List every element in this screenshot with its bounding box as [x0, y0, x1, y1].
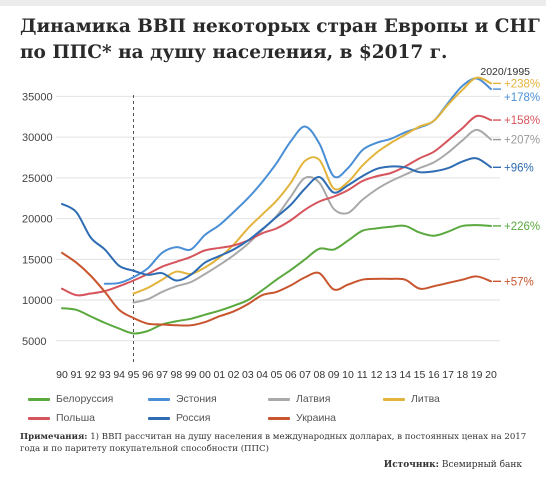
legend-item: Белоруссия	[28, 393, 113, 405]
source-line: Источник: Всемирный банк	[384, 460, 522, 470]
end-label-3: +238%	[504, 78, 540, 90]
legend-swatch	[268, 397, 290, 401]
legend-label: Украина	[296, 412, 336, 424]
legend-swatch	[383, 397, 405, 401]
series-line-2	[132, 128, 492, 304]
series-line-5	[61, 157, 492, 282]
footnote: Примечания: 1) ВВП рассчитан на душу нас…	[20, 431, 535, 455]
y-axis: 5000 10000 15000 20000 25000 30000 35000	[22, 91, 53, 347]
y-tick-label-25000: 25000	[22, 173, 53, 185]
legend-item: Польша	[28, 412, 95, 424]
x-tick-label-08: 08	[314, 369, 326, 381]
x-tick-label-14: 14	[399, 369, 411, 381]
legend-swatch	[28, 397, 50, 401]
series-lines	[61, 76, 492, 335]
x-tick-label-95: 95	[128, 369, 140, 381]
title-line-2: по ППС* на душу населения, в $2017 г.	[20, 42, 448, 63]
y-gridlines	[56, 95, 500, 342]
end-label-1: +178%	[504, 92, 540, 104]
x-tick-label-18: 18	[457, 369, 469, 381]
series-line-1	[103, 77, 492, 285]
x-tick-label-01: 01	[213, 369, 225, 381]
x-tick-label-06: 06	[285, 369, 297, 381]
x-tick-label-17: 17	[442, 369, 454, 381]
x-tick-label-13: 13	[385, 369, 397, 381]
legend-swatch	[268, 416, 290, 420]
end-label-2: +207%	[504, 135, 540, 147]
x-tick-label-99: 99	[185, 369, 197, 381]
x-tick-label-02: 02	[228, 369, 240, 381]
x-tick-label-98: 98	[171, 369, 183, 381]
legend-label: Польша	[56, 412, 96, 424]
footnote-text: 1) ВВП рассчитан на душу населения в меж…	[20, 432, 527, 454]
legend-label: Литва	[411, 393, 440, 405]
legend-swatch	[148, 397, 170, 401]
series-line-4	[61, 114, 492, 297]
y-tick-label-35000: 35000	[22, 91, 53, 103]
x-tick-label-16: 16	[428, 369, 440, 381]
x-tick-label-91: 91	[70, 369, 82, 381]
source-label: Источник:	[383, 460, 439, 470]
x-tick-label-19: 19	[471, 369, 483, 381]
x-tick-label-11: 11	[357, 369, 368, 381]
x-tick-label-20: 20	[485, 369, 497, 381]
page-title: Динамика ВВП некоторых стран Европы и СН…	[20, 14, 540, 66]
x-tick-label-00: 00	[199, 369, 211, 381]
series-line-0	[61, 224, 492, 335]
legend-label: Россия	[176, 412, 211, 424]
x-tick-label-93: 93	[99, 369, 111, 381]
x-tick-label-15: 15	[414, 369, 426, 381]
legend-item: Россия	[148, 412, 210, 424]
x-tick-label-04: 04	[256, 369, 268, 381]
period-label: 2020/1995	[480, 66, 530, 78]
legend-label: Эстония	[176, 393, 217, 405]
series-end-labels: +238% +178% +158% +207% +96% +226% +57%	[493, 78, 540, 288]
x-tick-label-90: 90	[56, 369, 68, 381]
series-line-3	[132, 76, 492, 295]
legend-item: Украина	[268, 412, 336, 424]
x-tick-label-94: 94	[113, 369, 125, 381]
x-tick-label-92: 92	[85, 369, 97, 381]
legend-item: Эстония	[148, 393, 217, 405]
y-tick-label-10000: 10000	[22, 295, 53, 307]
legend-swatch	[148, 416, 170, 420]
legend-swatch	[28, 416, 50, 420]
y-tick-label-20000: 20000	[22, 214, 53, 226]
x-tick-label-10: 10	[342, 369, 354, 381]
footnote-label: Примечания:	[20, 432, 88, 442]
legend-item: Литва	[383, 393, 440, 405]
top-divider	[0, 0, 546, 6]
end-label-4: +158%	[504, 115, 540, 127]
x-tick-label-09: 09	[328, 369, 340, 381]
x-tick-label-96: 96	[142, 369, 154, 381]
legend-item: Латвия	[268, 393, 330, 405]
x-axis: 90 91 92 93 94 95 96 97 98 99 00 01 02 03 04 05 06 07 08 09…	[56, 95, 497, 381]
y-tick-label-15000: 15000	[22, 254, 53, 266]
x-tick-label-12: 12	[371, 369, 383, 381]
x-tick-label-07: 07	[299, 369, 311, 381]
legend-label: Белоруссия	[56, 393, 114, 405]
x-tick-label-03: 03	[242, 369, 254, 381]
title-line-1: Динамика ВВП некоторых стран Европы и СН…	[20, 16, 540, 37]
x-tick-label-97: 97	[156, 369, 168, 381]
y-tick-label-30000: 30000	[22, 132, 53, 144]
series-line-6	[61, 251, 492, 327]
legend-label: Латвия	[296, 393, 331, 405]
y-tick-label-5000: 5000	[22, 336, 46, 348]
end-label-0: +226%	[504, 221, 540, 233]
end-label-5: +96%	[504, 162, 534, 174]
source-text: Всемирный банк	[441, 460, 522, 470]
x-tick-label-05: 05	[271, 369, 283, 381]
end-label-6: +57%	[504, 276, 534, 288]
